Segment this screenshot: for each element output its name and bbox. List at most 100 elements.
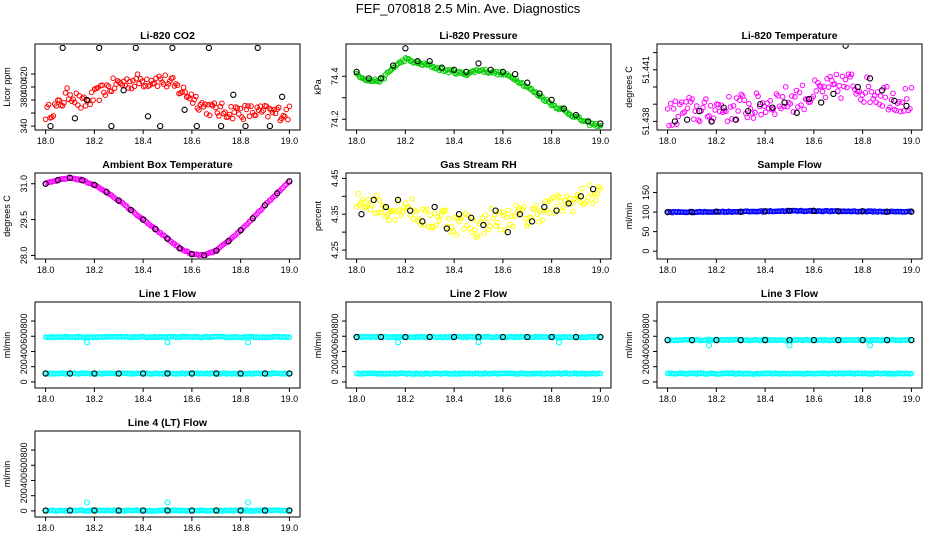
y-tick-label: 0 <box>330 379 340 384</box>
data-point <box>700 104 706 111</box>
x-tick-label: 18.0 <box>659 136 677 146</box>
data-point <box>188 251 196 258</box>
x-tick-label: 18.4 <box>756 265 774 275</box>
data-point <box>216 113 222 119</box>
x-tick-label: 18.4 <box>134 265 152 275</box>
y-tick-label: 200 <box>19 359 29 374</box>
points-group <box>353 45 604 129</box>
data-point <box>213 247 220 254</box>
data-point <box>708 118 715 125</box>
data-point <box>793 109 800 116</box>
data-point <box>537 207 544 214</box>
data-point <box>405 204 412 210</box>
data-point <box>208 101 214 108</box>
data-point <box>424 206 430 213</box>
data-point <box>164 507 171 514</box>
x-tick-label: 18.0 <box>37 136 55 146</box>
data-point <box>593 197 599 203</box>
data-point <box>413 208 420 215</box>
x-tick-label: 18.0 <box>37 523 55 533</box>
data-point <box>758 111 764 118</box>
data-point <box>494 220 501 226</box>
data-point <box>203 111 210 117</box>
data-point <box>445 216 452 222</box>
x-tick-label: 18.8 <box>854 265 872 275</box>
data-point <box>589 185 597 193</box>
data-point <box>519 206 526 213</box>
data-point <box>231 109 237 115</box>
data-point <box>681 109 688 115</box>
data-point <box>71 99 78 106</box>
data-point <box>664 106 671 112</box>
data-point <box>461 225 467 232</box>
data-point <box>410 215 417 222</box>
data-point <box>433 222 440 229</box>
y-tick-label: 4.35 <box>330 205 340 223</box>
data-point <box>157 122 164 129</box>
data-point <box>66 370 74 377</box>
data-point <box>481 230 487 236</box>
data-point <box>787 101 794 107</box>
data-point <box>726 94 732 100</box>
data-point <box>879 103 886 109</box>
page-title: FEF_070818 2.5 Min. Ave. Diagnostics <box>355 1 581 16</box>
chart-0: Li-820 CO2 Licor ppm 18.0 18.2 18.4 18.6 18.8 1… <box>2 30 301 146</box>
chart-title: Li-820 Temperature <box>741 30 837 42</box>
data-point <box>286 507 293 514</box>
data-point <box>585 194 591 200</box>
data-point <box>724 118 731 125</box>
x-tick-label: 18.8 <box>543 394 561 404</box>
data-point <box>516 211 524 218</box>
data-point <box>244 339 252 346</box>
data-point <box>692 108 699 114</box>
data-point <box>394 339 402 346</box>
y-tick-label: 28.0 <box>19 247 29 265</box>
data-point <box>541 203 548 211</box>
data-point <box>732 116 740 123</box>
x-tick-label: 19.0 <box>903 136 921 146</box>
data-point <box>355 190 361 197</box>
data-point <box>890 90 896 97</box>
data-point <box>435 214 441 220</box>
data-point <box>786 207 793 215</box>
data-point <box>769 104 776 111</box>
data-point <box>542 198 549 205</box>
x-tick-label: 18.4 <box>756 394 774 404</box>
data-point <box>499 333 507 341</box>
data-point <box>260 107 267 114</box>
data-point <box>597 120 604 127</box>
data-point <box>234 105 241 111</box>
chart-title: Li-820 CO2 <box>140 30 195 42</box>
data-point <box>720 104 727 111</box>
data-point <box>42 116 49 123</box>
chart-5: Sample Flow ml/min 18.0 18.2 18.4 18.6 18.8 19.… <box>624 159 923 275</box>
data-point <box>214 247 221 253</box>
data-point <box>42 370 49 377</box>
x-tick-label: 18.8 <box>232 523 250 533</box>
x-tick-label: 19.0 <box>281 136 299 146</box>
data-point <box>701 99 708 106</box>
data-point <box>427 212 434 219</box>
chart-2: Li-820 Temperature degrees C 18.0 18.2 18.4 1… <box>624 30 923 146</box>
data-point <box>266 122 274 129</box>
series-outliers <box>394 339 563 346</box>
data-point <box>579 185 585 192</box>
data-point <box>390 208 397 215</box>
data-point <box>494 72 501 78</box>
data-point <box>835 208 842 215</box>
data-point <box>572 111 580 119</box>
x-tick-label: 18.0 <box>659 394 677 404</box>
y-tick-label: 0 <box>19 379 29 384</box>
data-point <box>707 102 714 109</box>
chart-title: Line 3 Flow <box>761 288 819 300</box>
x-tick-label: 18.6 <box>183 136 201 146</box>
data-point <box>790 109 797 115</box>
x-tick-label: 18.2 <box>397 394 415 404</box>
data-point <box>66 507 74 514</box>
data-point <box>245 103 251 109</box>
data-point <box>597 333 604 341</box>
data-point <box>864 74 870 80</box>
y-tick-label: 800 <box>641 314 651 329</box>
data-point <box>835 336 842 344</box>
data-point <box>792 94 798 100</box>
